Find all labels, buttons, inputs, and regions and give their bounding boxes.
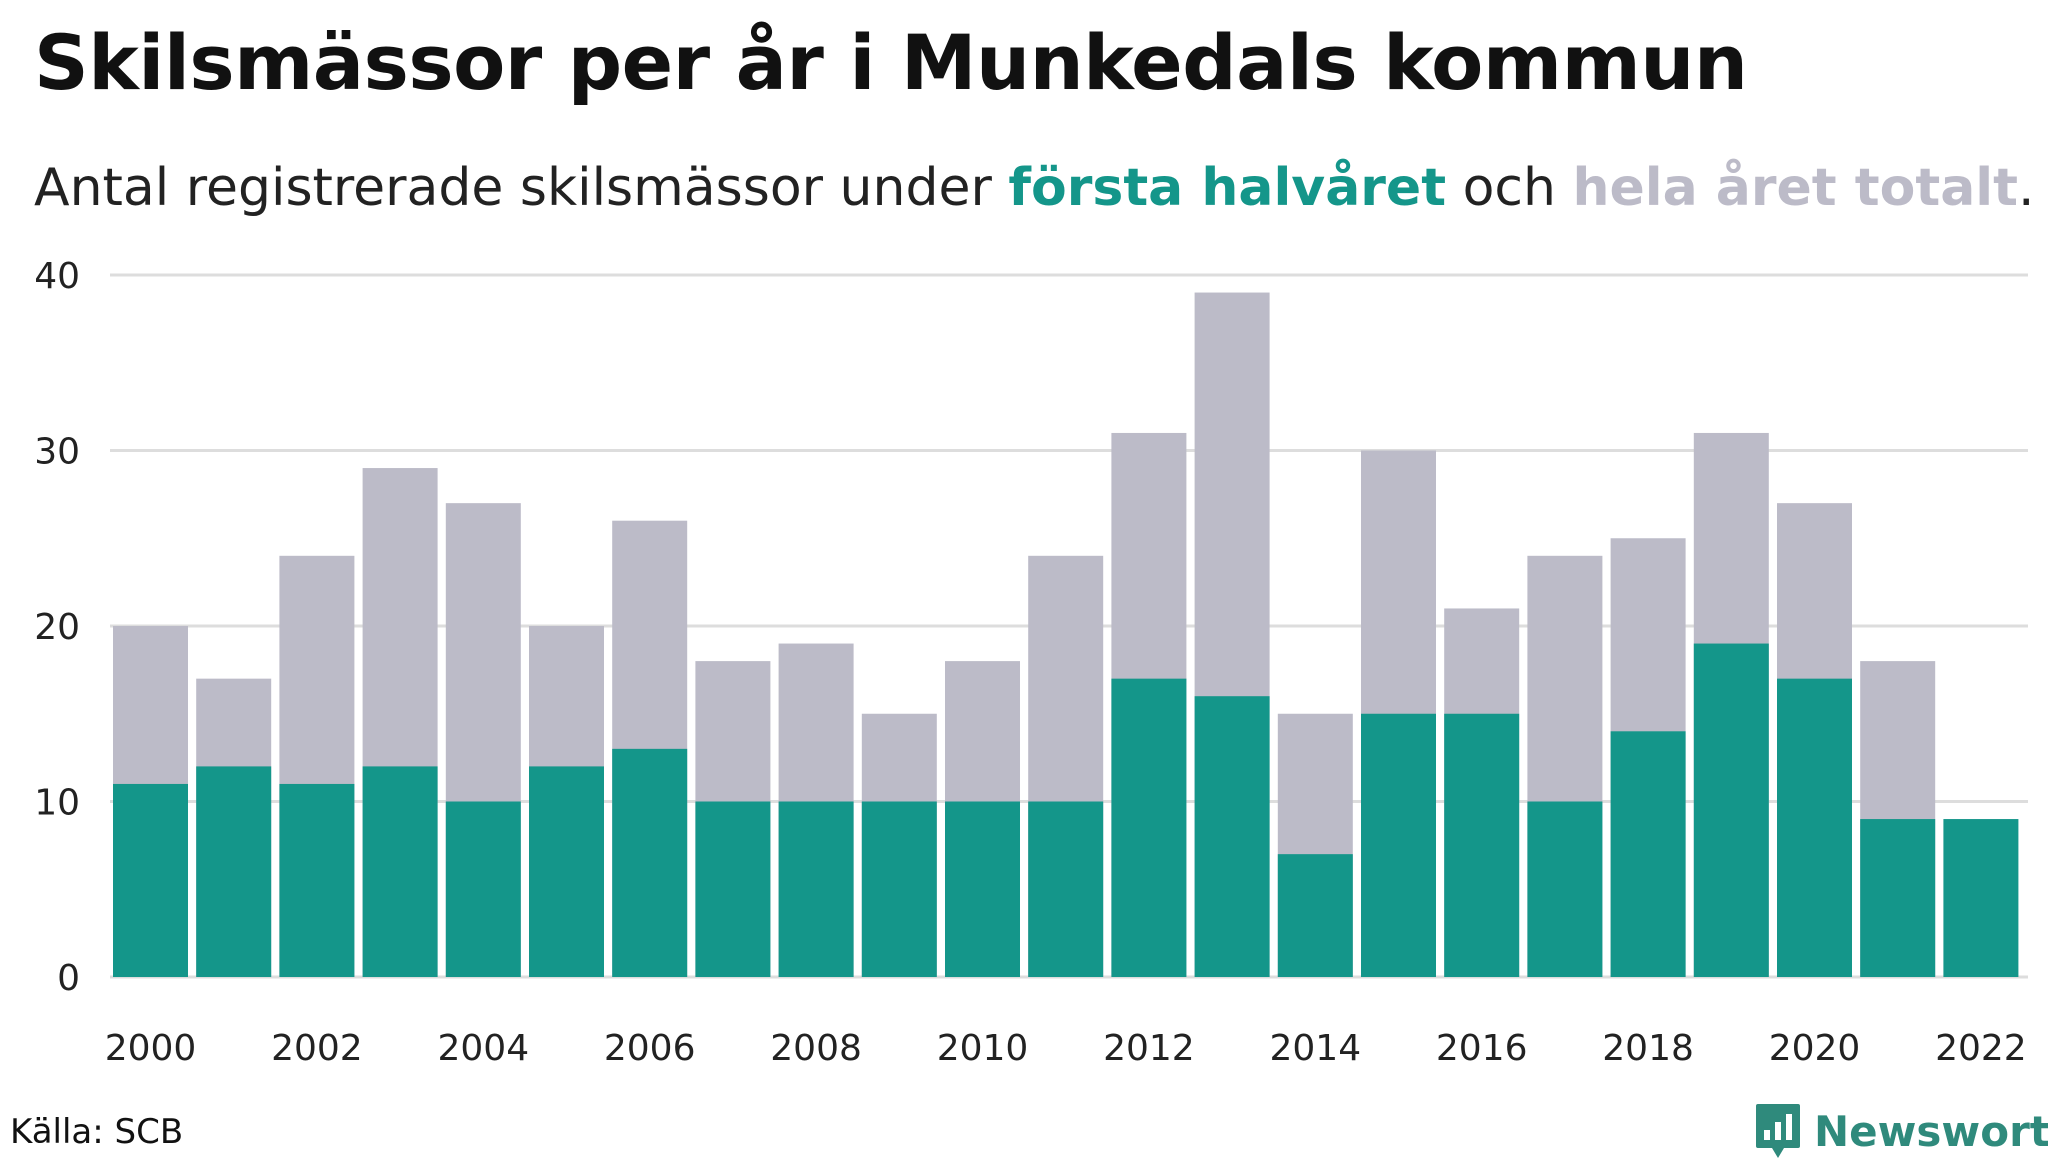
x-tick-label: 2016 [1436, 1028, 1528, 1069]
bar-first-half-2000 [113, 783, 188, 977]
x-tick-label: 2018 [1602, 1028, 1694, 1069]
bar-first-half-2018 [1610, 731, 1686, 977]
bar-first-half-2011 [1028, 801, 1104, 977]
x-tick-label: 2022 [1935, 1028, 2027, 1069]
bar-first-half-2009 [861, 801, 937, 977]
x-tick-label: 2010 [937, 1028, 1029, 1069]
source-note: Källa: SCB [10, 1112, 184, 1152]
bar-first-half-2016 [1444, 713, 1520, 977]
bar-first-half-2007 [695, 801, 771, 977]
x-tick-label: 2000 [105, 1028, 197, 1069]
bar-first-half-2001 [196, 766, 272, 977]
x-tick-label: 2002 [271, 1028, 363, 1069]
y-axis-ticks: 0 10 20 30 40 [34, 256, 80, 999]
bar-first-half-2012 [1111, 678, 1187, 977]
bar-first-half-2022 [1943, 819, 2019, 977]
x-tick-label: 2006 [604, 1028, 696, 1069]
y-tick-label: 40 [34, 256, 80, 297]
chart-title: Skilsmässor per år i Munkedals kommun [34, 18, 1748, 107]
bar-first-half-2010 [945, 801, 1020, 977]
newsworthy-logo-icon [1756, 1104, 1800, 1158]
bar-first-half-2014 [1277, 854, 1353, 977]
x-tick-label: 2008 [770, 1028, 862, 1069]
x-axis-ticks: 2000 2002 2004 2006 2008 2010 2012 2014 2016 2018… [105, 1028, 2027, 1069]
bar-first-half-2003 [362, 766, 438, 977]
bar-first-half-2021 [1860, 819, 1936, 977]
bars [113, 292, 2019, 977]
y-tick-label: 0 [57, 958, 80, 999]
bar-first-half-2006 [612, 748, 688, 977]
bar-first-half-2017 [1527, 801, 1603, 977]
subtitle-total-label: hela året totalt [1572, 158, 2018, 218]
x-tick-label: 2014 [1269, 1028, 1361, 1069]
bar-first-half-2013 [1194, 696, 1270, 977]
y-tick-label: 30 [34, 432, 80, 473]
brand-name: Newsworthy [1814, 1106, 2048, 1156]
y-tick-label: 20 [34, 607, 80, 648]
subtitle-prefix: Antal registrerade skilsmässor under [34, 158, 1009, 218]
subtitle-suffix: . [2017, 158, 2035, 218]
bar-first-half-2019 [1693, 643, 1769, 977]
bar-first-half-2008 [778, 801, 854, 977]
chart-subtitle: Antal registrerade skilsmässor under för… [34, 158, 2035, 218]
subtitle-first-half-label: första halvåret [1008, 158, 1447, 218]
bar-first-half-2005 [529, 766, 604, 977]
bar-first-half-2002 [279, 783, 355, 977]
x-tick-label: 2020 [1769, 1028, 1861, 1069]
bar-first-half-2004 [445, 801, 521, 977]
bar-first-half-2015 [1361, 713, 1436, 977]
bar-first-half-2020 [1777, 678, 1852, 977]
brand-logo[interactable]: Newsworthy [1754, 1102, 2048, 1160]
y-tick-label: 10 [34, 783, 80, 824]
x-tick-label: 2012 [1103, 1028, 1195, 1069]
subtitle-middle: och [1446, 158, 1573, 218]
x-tick-label: 2004 [437, 1028, 529, 1069]
